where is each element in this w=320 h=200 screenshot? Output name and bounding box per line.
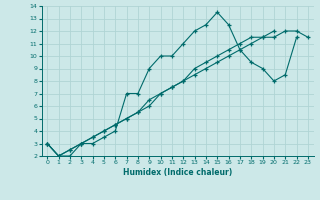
X-axis label: Humidex (Indice chaleur): Humidex (Indice chaleur) [123,168,232,177]
